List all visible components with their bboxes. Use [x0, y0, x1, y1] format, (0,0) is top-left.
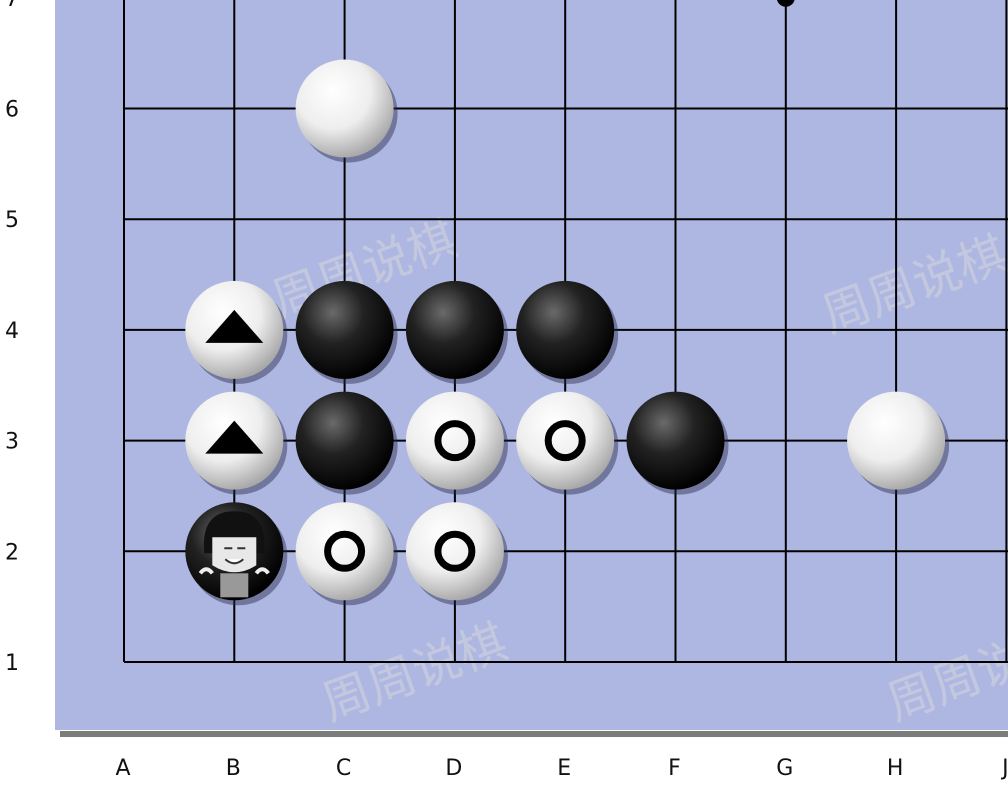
stone	[847, 391, 946, 490]
star-point	[777, 0, 795, 7]
stone-black-F3[interactable]	[626, 391, 729, 495]
stone	[516, 280, 615, 379]
stone	[405, 502, 504, 601]
circle-mark-icon	[434, 420, 476, 462]
stone	[295, 502, 394, 601]
stones	[185, 59, 950, 606]
stone-white-B4[interactable]	[185, 280, 288, 384]
column-label: H	[887, 756, 904, 781]
column-label: D	[445, 756, 462, 781]
stone-white-D2[interactable]	[405, 502, 508, 606]
column-label: F	[668, 756, 681, 781]
circle-mark-icon	[324, 530, 366, 572]
column-label: C	[336, 756, 351, 781]
stone-white-C6[interactable]	[295, 59, 398, 163]
stone-black-C3[interactable]	[295, 391, 398, 495]
triangle-mark-icon	[205, 420, 264, 454]
row-label: 4	[5, 319, 19, 344]
stone	[405, 280, 504, 379]
stone-white-B3[interactable]	[185, 391, 288, 495]
stone	[295, 280, 394, 379]
triangle-mark-icon	[205, 309, 264, 343]
stone-white-E3[interactable]	[516, 391, 619, 495]
stone-white-D3[interactable]	[405, 391, 508, 495]
stone-white-C2[interactable]	[295, 502, 398, 606]
board-shadow	[60, 731, 1008, 737]
circle-mark-icon	[434, 530, 476, 572]
stone	[626, 391, 725, 490]
avatar-face-icon	[198, 511, 270, 598]
stone-black-E4[interactable]	[516, 280, 619, 384]
coordinate-labels: A B C D E F G H J 1 2 3 4 5 6 7	[5, 0, 1008, 781]
row-label: 6	[5, 98, 19, 123]
stone-black-B2[interactable]	[185, 502, 288, 606]
stone	[405, 391, 504, 490]
stone-black-D4[interactable]	[405, 280, 508, 384]
column-label: B	[226, 756, 241, 781]
column-label: G	[776, 756, 793, 781]
row-label: 1	[5, 651, 19, 676]
row-label: 2	[5, 540, 19, 565]
stone	[516, 391, 615, 490]
column-label: J	[1000, 756, 1008, 781]
column-label: A	[115, 756, 130, 781]
stone-white-H3[interactable]	[847, 391, 950, 495]
row-label: 5	[5, 208, 19, 233]
circle-mark-icon	[544, 420, 586, 462]
stone-black-C4[interactable]	[295, 280, 398, 384]
column-label: E	[557, 756, 571, 781]
row-label: 7	[5, 0, 19, 12]
stone	[295, 391, 394, 490]
stone	[295, 59, 394, 158]
row-label: 3	[5, 430, 19, 455]
